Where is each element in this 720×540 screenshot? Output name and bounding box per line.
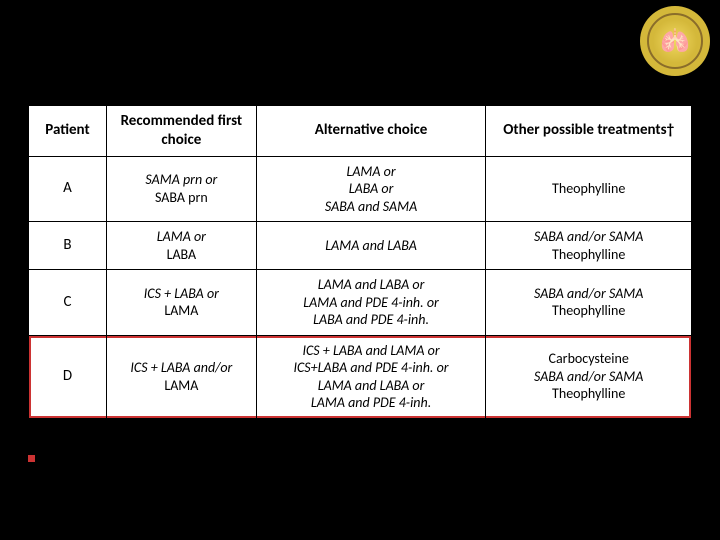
cell-line: LAMA xyxy=(164,377,198,394)
cell-line: ICS + LABA and/or xyxy=(130,359,232,376)
cell-other: CarbocysteineSABA and/or SAMATheophyllin… xyxy=(486,335,692,418)
cell-patient: C xyxy=(29,270,107,336)
cell-line: SABA and/or SAMA xyxy=(534,285,643,302)
table-body: ASAMA prn orSABA prnLAMA orLABA orSABA a… xyxy=(29,156,692,418)
cell-first-choice: SAMA prn orSABA prn xyxy=(106,156,256,222)
cell-line: SAMA prn or xyxy=(145,171,217,188)
table-row: CICS + LABA orLAMALAMA and LABA orLAMA a… xyxy=(29,270,692,336)
cell-line: Theophylline xyxy=(552,246,625,263)
cell-patient: D xyxy=(29,335,107,418)
table-row: DICS + LABA and/orLAMAICS + LABA and LAM… xyxy=(29,335,692,418)
cell-line: LAMA xyxy=(164,302,198,319)
col-header-patient: Patient xyxy=(29,106,107,157)
cell-other: Theophylline xyxy=(486,156,692,222)
cell-line: LAMA and LABA or xyxy=(318,276,425,293)
cell-line: LAMA and PDE 4-inh. or xyxy=(303,294,439,311)
col-header-first-choice: Recommended first choice xyxy=(106,106,256,157)
table-row: ASAMA prn orSABA prnLAMA orLABA orSABA a… xyxy=(29,156,692,222)
cell-other: SABA and/or SAMATheophylline xyxy=(486,222,692,270)
cell-line: LABA or xyxy=(349,180,394,197)
cell-line: Theophylline xyxy=(552,302,625,319)
cell-line: LABA and PDE 4-inh. xyxy=(313,311,429,328)
cell-first-choice: ICS + LABA and/orLAMA xyxy=(106,335,256,418)
cell-first-choice: ICS + LABA orLAMA xyxy=(106,270,256,336)
cell-line: LAMA or xyxy=(157,228,206,245)
treatment-table: Patient Recommended first choice Alterna… xyxy=(28,105,692,419)
cell-patient: A xyxy=(29,156,107,222)
lungs-icon: 🫁 xyxy=(647,13,703,69)
cell-alternative: LAMA orLABA orSABA and SAMA xyxy=(256,156,486,222)
cell-line: Theophylline xyxy=(552,385,625,402)
cell-line: Carbocysteine xyxy=(549,350,629,367)
cell-other: SABA and/or SAMATheophylline xyxy=(486,270,692,336)
col-header-other: Other possible treatments† xyxy=(486,106,692,157)
cell-line: SABA prn xyxy=(155,189,208,206)
cell-alternative: LAMA and LABA xyxy=(256,222,486,270)
table-row: BLAMA orLABALAMA and LABASABA and/or SAM… xyxy=(29,222,692,270)
cell-line: SABA and/or SAMA xyxy=(534,368,643,385)
logo-badge: 🫁 xyxy=(640,6,710,76)
cell-line: ICS + LABA or xyxy=(144,285,219,302)
cell-line: LABA xyxy=(167,246,197,263)
table-header-row: Patient Recommended first choice Alterna… xyxy=(29,106,692,157)
bullet-icon xyxy=(28,455,35,462)
cell-line: Theophylline xyxy=(552,180,625,197)
cell-line: SABA and/or SAMA xyxy=(534,228,643,245)
cell-line: LAMA or xyxy=(346,163,395,180)
cell-line: ICS + LABA and LAMA or xyxy=(302,342,439,359)
cell-first-choice: LAMA orLABA xyxy=(106,222,256,270)
cell-line: SABA and SAMA xyxy=(325,198,417,215)
cell-patient: B xyxy=(29,222,107,270)
cell-line: ICS+LABA and PDE 4-inh. or xyxy=(293,359,448,376)
cell-alternative: LAMA and LABA orLAMA and PDE 4-inh. orLA… xyxy=(256,270,486,336)
cell-line: LAMA and PDE 4-inh. xyxy=(311,394,431,411)
cell-alternative: ICS + LABA and LAMA orICS+LABA and PDE 4… xyxy=(256,335,486,418)
cell-line: LAMA and LABA or xyxy=(318,377,425,394)
slide: 🫁 Patient Recommended first choice Alter… xyxy=(0,0,720,540)
cell-line: LAMA and LABA xyxy=(325,237,417,254)
col-header-alternative: Alternative choice xyxy=(256,106,486,157)
